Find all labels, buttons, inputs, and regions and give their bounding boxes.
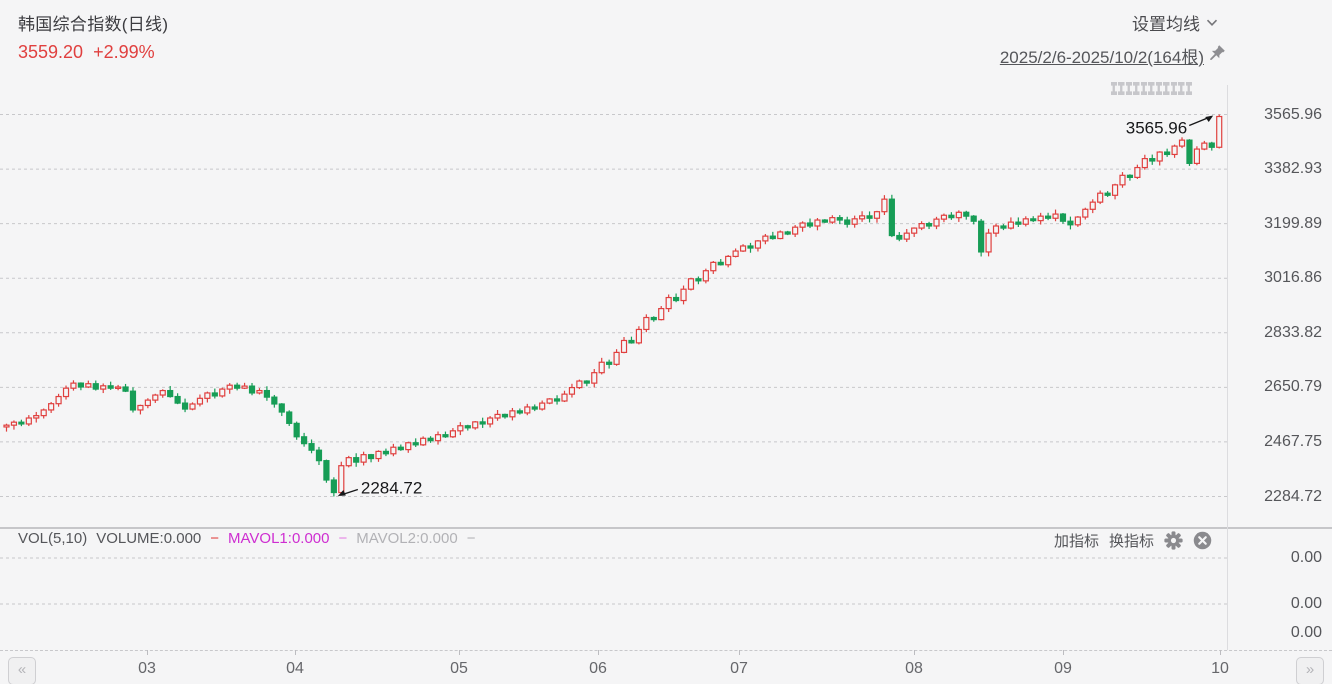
svg-text:3565.96: 3565.96 xyxy=(1126,119,1187,138)
month-tick xyxy=(914,650,915,655)
svg-text:2284.72: 2284.72 xyxy=(361,479,422,498)
volume-axis-label: 0.00 xyxy=(1290,549,1322,566)
pin-icon[interactable] xyxy=(1209,44,1226,66)
panel-divider xyxy=(0,527,1332,529)
y-axis-label: 3016.86 xyxy=(1264,269,1322,287)
volume-tools: 加指标 换指标 xyxy=(1054,530,1212,551)
time-axis: « 03 04 05 06 07 08 09 10 » xyxy=(0,650,1332,684)
month-tick xyxy=(1220,650,1221,655)
y-axis-label: 3565.96 xyxy=(1264,105,1322,123)
scroll-left-button[interactable]: « xyxy=(8,657,36,684)
axis-divider xyxy=(1227,85,1228,650)
page-title: 韩国综合指数(日线) xyxy=(18,15,169,34)
month-label: 03 xyxy=(138,660,156,677)
mavol2-dash: − xyxy=(466,530,476,547)
y-axis-label: 3382.93 xyxy=(1264,160,1322,178)
month-tick xyxy=(147,650,148,655)
month-tick xyxy=(598,650,599,655)
mavol1-value: MAVOL1:0.000 xyxy=(228,530,330,547)
month-label: 10 xyxy=(1211,660,1229,677)
last-price: 3559.20 xyxy=(18,42,84,62)
volume-axis-label: 0.00 xyxy=(1290,624,1322,641)
month-tick xyxy=(459,650,460,655)
ma-settings-button[interactable]: 设置均线 xyxy=(1132,10,1218,35)
month-tick xyxy=(295,650,296,655)
month-label: 05 xyxy=(450,660,468,677)
y-axis-label: 2833.82 xyxy=(1264,323,1322,341)
y-axis-label: 2284.72 xyxy=(1264,487,1322,505)
y-axis-label: 2650.79 xyxy=(1264,378,1322,396)
gear-icon[interactable] xyxy=(1164,531,1183,550)
candlestick-chart[interactable]: 3565.96 2284.72 xyxy=(0,85,1227,650)
y-axis-label: 2467.75 xyxy=(1264,432,1322,450)
price-row: 3559.20 +2.99% xyxy=(18,42,155,63)
volume-axis-label: 0.00 xyxy=(1290,595,1322,612)
mavol2-value: MAVOL2:0.000 xyxy=(356,530,458,547)
volume-dash: − xyxy=(210,530,220,547)
y-axis-label: 3199.89 xyxy=(1264,214,1322,232)
scroll-right-button[interactable]: » xyxy=(1296,657,1324,684)
month-label: 04 xyxy=(286,660,304,677)
volume-value: VOLUME:0.000 xyxy=(96,530,202,547)
volume-legend: VOL(5,10) VOLUME:0.000 − MAVOL1:0.000 − … xyxy=(18,530,475,547)
month-label: 09 xyxy=(1054,660,1072,677)
month-tick xyxy=(1063,650,1064,655)
switch-indicator-button[interactable]: 换指标 xyxy=(1108,533,1154,550)
month-label: 06 xyxy=(589,660,607,677)
chevron-down-icon xyxy=(1206,19,1218,26)
drag-handle-dots[interactable] xyxy=(1110,82,1192,95)
date-range-link[interactable]: 2025/2/6-2025/10/2(164根) xyxy=(999,48,1204,67)
month-tick xyxy=(739,650,740,655)
add-indicator-button[interactable]: 加指标 xyxy=(1053,533,1099,550)
month-label: 07 xyxy=(730,660,748,677)
mavol1-dash: − xyxy=(338,530,348,547)
month-label: 08 xyxy=(905,660,923,677)
ma-settings-label: 设置均线 xyxy=(1132,15,1200,34)
volume-indicator-name: VOL(5,10) xyxy=(18,530,88,547)
price-change: +2.99% xyxy=(93,42,155,62)
close-icon[interactable] xyxy=(1193,531,1212,550)
